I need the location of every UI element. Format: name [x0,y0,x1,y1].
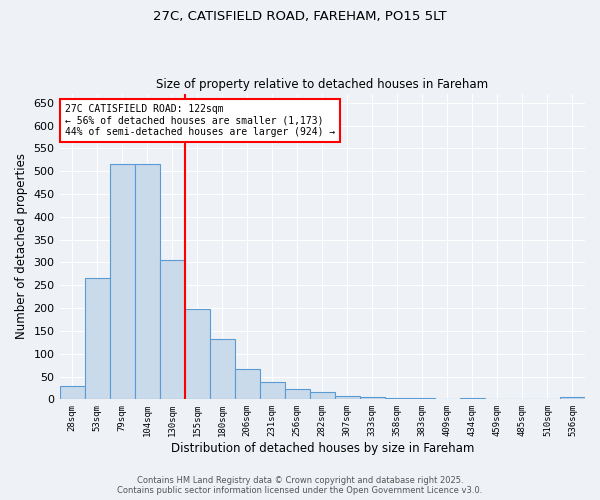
Bar [460,398,485,400]
Bar [285,390,310,400]
Title: Size of property relative to detached houses in Fareham: Size of property relative to detached ho… [156,78,488,91]
Bar [134,164,160,400]
Bar [235,369,260,400]
Bar [360,396,385,400]
Text: Contains HM Land Registry data © Crown copyright and database right 2025.
Contai: Contains HM Land Registry data © Crown c… [118,476,482,495]
Text: 27C, CATISFIELD ROAD, FAREHAM, PO15 5LT: 27C, CATISFIELD ROAD, FAREHAM, PO15 5LT [153,10,447,23]
Bar [59,386,85,400]
Bar [385,398,410,400]
Bar [410,398,435,400]
Bar [560,397,585,400]
Bar [160,260,185,400]
Bar [185,309,209,400]
Bar [310,392,335,400]
Bar [260,382,285,400]
Bar [209,338,235,400]
Bar [110,164,134,400]
X-axis label: Distribution of detached houses by size in Fareham: Distribution of detached houses by size … [170,442,474,455]
Text: 27C CATISFIELD ROAD: 122sqm
← 56% of detached houses are smaller (1,173)
44% of : 27C CATISFIELD ROAD: 122sqm ← 56% of det… [65,104,335,138]
Y-axis label: Number of detached properties: Number of detached properties [15,154,28,340]
Bar [85,278,110,400]
Bar [335,396,360,400]
